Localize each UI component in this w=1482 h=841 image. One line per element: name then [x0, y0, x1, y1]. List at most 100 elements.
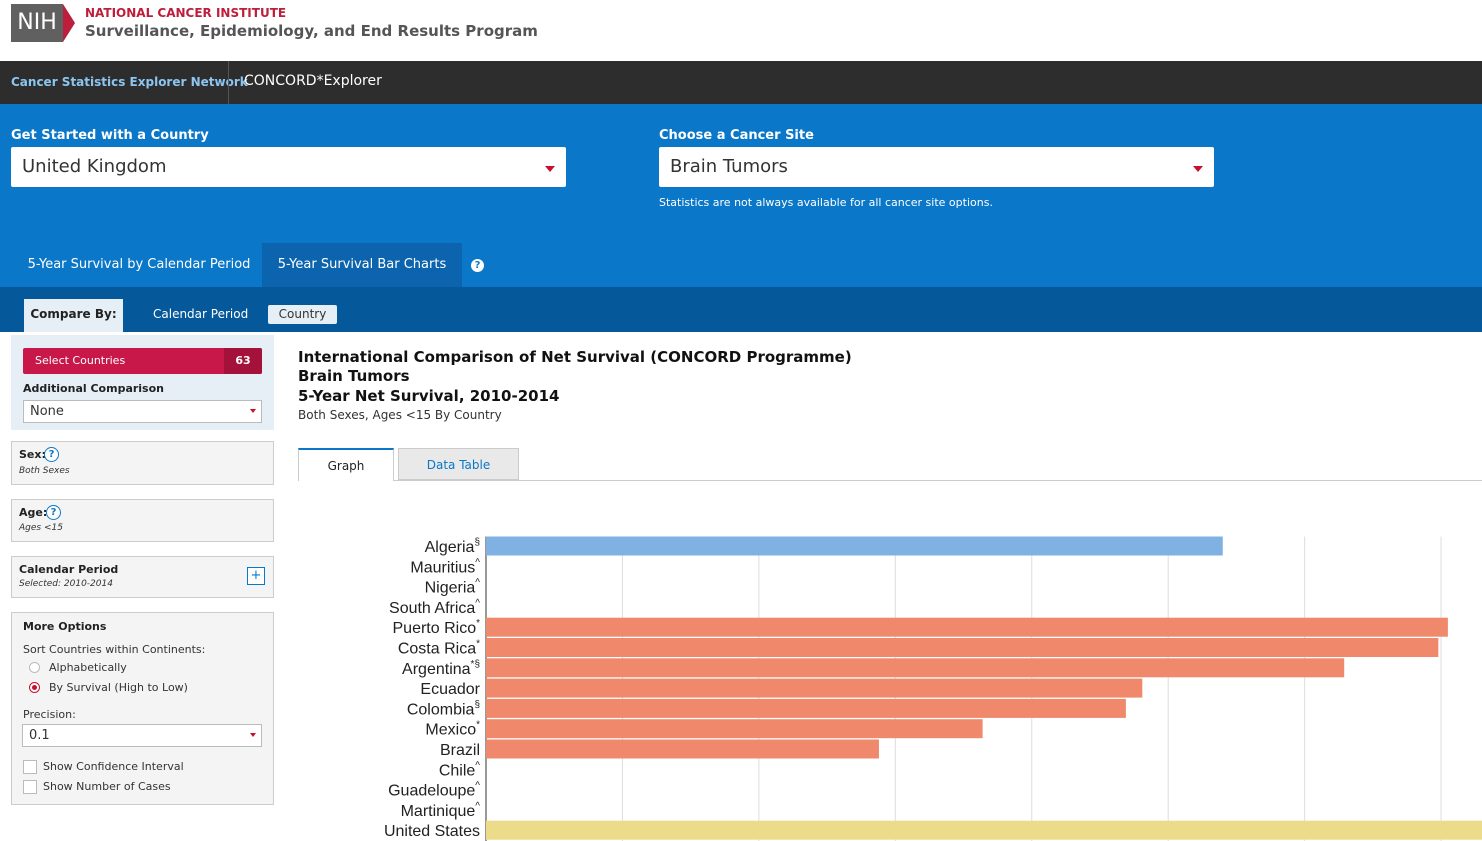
country-note: * [476, 618, 480, 629]
country-name: Puerto Rico [393, 620, 477, 637]
country-name: Guadeloupe [388, 783, 475, 800]
radio[interactable] [29, 662, 40, 673]
help-icon[interactable]: ? [46, 505, 61, 520]
country-note: ^ [475, 760, 480, 771]
site-note: Statistics are not always available for … [659, 196, 993, 209]
country-name: Mauritius [410, 559, 475, 576]
bar [486, 679, 1142, 698]
nih-logo[interactable]: NIH [11, 4, 63, 42]
calendar-label: Calendar Period [19, 563, 118, 576]
expand-button[interactable]: + [247, 567, 265, 585]
program-name: Surveillance, Epidemiology, and End Resu… [85, 22, 538, 40]
sex-value: Both Sexes [19, 466, 70, 476]
chart-title: Brain Tumors [298, 367, 410, 385]
checkbox[interactable] [23, 780, 37, 794]
country-name: Argentina [402, 661, 471, 678]
precision-select[interactable]: 0.1 [22, 724, 262, 747]
y-tick-label: Chile^ [439, 760, 480, 779]
y-tick-label: Algeria§ [425, 537, 480, 556]
logo-arrow [63, 4, 75, 42]
calendar-value: Selected: 2010-2014 [19, 579, 113, 589]
country-note: ^ [475, 578, 480, 589]
sort-option[interactable]: By Survival (High to Low) [49, 681, 188, 694]
country-note: ^ [475, 557, 480, 568]
nav-home-link[interactable]: Cancer Statistics Explorer Network [11, 75, 248, 89]
nav-separator [228, 61, 229, 104]
help-icon[interactable]: ? [44, 447, 59, 462]
country-name: Chile [439, 762, 476, 779]
country-note: * [476, 639, 480, 650]
y-tick-label: Puerto Rico* [393, 618, 481, 637]
bar [486, 618, 1448, 637]
country-note: ^ [475, 801, 480, 812]
precision-label: Precision: [23, 708, 76, 721]
country-select[interactable]: United Kingdom [11, 147, 566, 187]
y-tick-label: Mauritius^ [410, 557, 480, 576]
chart-title: 5-Year Net Survival, 2010-2014 [298, 387, 559, 405]
bar-chart: Algeria§Mauritius^Nigeria^South Africa^P… [290, 480, 1482, 841]
checkbox-label[interactable]: Show Confidence Interval [43, 760, 184, 773]
bar [486, 740, 879, 759]
country-count: 63 [224, 348, 262, 374]
checkbox-label[interactable]: Show Number of Cases [43, 780, 171, 793]
country-name: Ecuador [420, 681, 480, 698]
nav-current[interactable]: CONCORD*Explorer [244, 73, 382, 89]
country-name: Algeria [425, 539, 475, 556]
y-tick-label: Martinique^ [401, 801, 481, 820]
y-tick-label: Ecuador [420, 681, 480, 698]
country-name: Brazil [440, 742, 480, 759]
dropdown-caret [1193, 166, 1203, 172]
radio-checked[interactable] [29, 682, 40, 693]
country-name: United States [384, 823, 480, 840]
y-tick-label: Costa Rica* [398, 639, 480, 658]
chart-title: International Comparison of Net Survival… [298, 348, 852, 366]
y-tick-label: Argentina*§ [402, 659, 480, 678]
site-label: Choose a Cancer Site [659, 128, 814, 143]
y-tick-label: United States [384, 823, 480, 840]
tab[interactable]: 5-Year Survival by Calendar Period [18, 243, 260, 287]
more-options-title: More Options [23, 620, 106, 633]
tab-active[interactable]: 5-Year Survival Bar Charts [262, 243, 462, 287]
sex-label: Sex: [19, 448, 46, 461]
country-name: Nigeria [425, 580, 476, 597]
country-name: Mexico [425, 722, 476, 739]
country-name: Colombia [407, 701, 475, 718]
country-note: * [476, 720, 480, 731]
sort-option[interactable]: Alphabetically [49, 661, 127, 674]
country-note: ^ [475, 781, 480, 792]
site-select[interactable]: Brain Tumors [659, 147, 1214, 187]
country-name: Costa Rica [398, 641, 476, 658]
y-tick-label: South Africa^ [389, 598, 480, 617]
additional-comparison-label: Additional Comparison [23, 382, 164, 395]
y-tick-label: Colombia§ [407, 699, 480, 718]
age-label: Age: [19, 506, 47, 519]
country-note: § [474, 537, 480, 548]
checkbox[interactable] [23, 760, 37, 774]
help-icon[interactable]: ? [471, 259, 484, 272]
additional-comparison-select[interactable]: None [23, 400, 262, 423]
country-name: Martinique [401, 803, 476, 820]
view-tab[interactable]: Data Table [398, 448, 519, 480]
dropdown-caret [545, 166, 555, 172]
y-tick-label: Guadeloupe^ [388, 781, 480, 800]
country-note: ^ [475, 598, 480, 609]
country-note: *§ [471, 659, 480, 670]
bar [486, 699, 1126, 718]
dropdown-caret [250, 733, 256, 737]
bar [486, 719, 983, 738]
view-tab-active[interactable]: Graph [298, 448, 394, 481]
compare-option[interactable]: Calendar Period [153, 307, 248, 321]
y-tick-label: Mexico* [425, 720, 480, 739]
country-label: Get Started with a Country [11, 128, 209, 143]
select-countries-label: Select Countries [23, 354, 125, 367]
sort-label: Sort Countries within Continents: [23, 643, 205, 656]
country-name: South Africa [389, 600, 475, 617]
dropdown-caret [250, 409, 256, 413]
age-value: Ages <15 [19, 523, 63, 533]
y-tick-label: Brazil [440, 742, 480, 759]
compare-option-active[interactable]: Country [268, 305, 337, 324]
agency-name: NATIONAL CANCER INSTITUTE [85, 6, 286, 20]
y-tick-label: Nigeria^ [425, 578, 481, 597]
bar [486, 821, 1482, 840]
